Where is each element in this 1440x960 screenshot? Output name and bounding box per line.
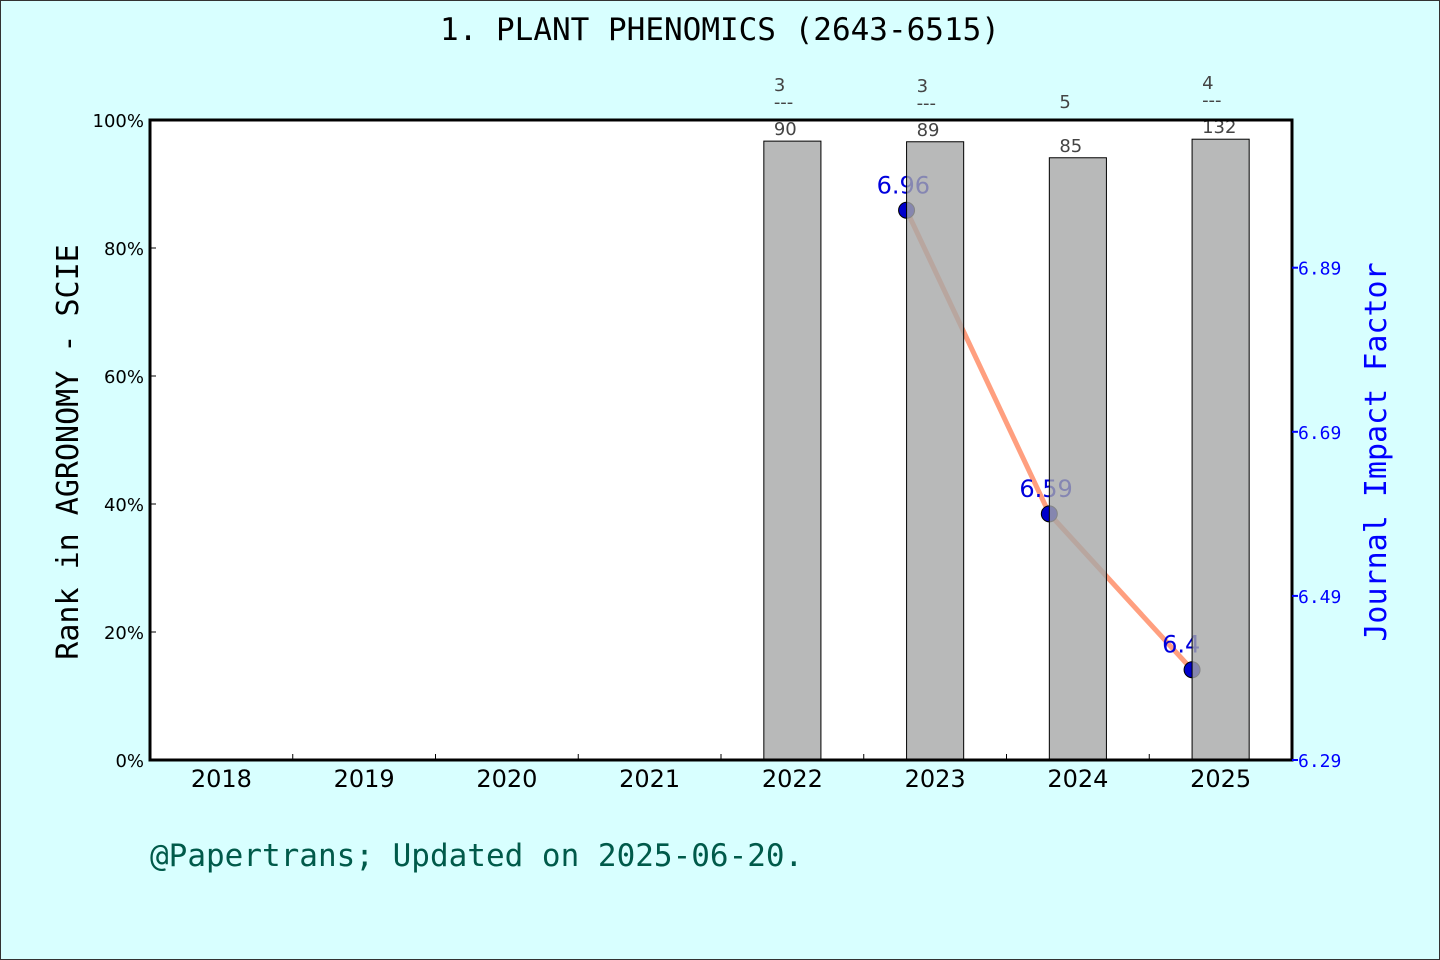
y-tick-label: 60%	[104, 367, 144, 388]
y2-tick-label: 6.29	[1298, 751, 1341, 772]
rank-bar	[1191, 138, 1250, 761]
bar-label-rank: 3	[774, 75, 785, 96]
x-tick-label: 2025	[1190, 765, 1251, 793]
bar-label-rank: 3	[917, 76, 928, 97]
chart-title: 1. PLANT PHENOMICS (2643-6515)	[440, 12, 1000, 48]
y2-tick-label: 6.69	[1298, 423, 1341, 444]
x-tick-label: 2019	[334, 765, 395, 793]
bar-label-total: 90	[774, 119, 797, 140]
bar-label-total: 89	[917, 120, 940, 141]
y-axis-label: Rank in AGRONOMY - SCIE	[51, 244, 86, 659]
y2-tick-label: 6.89	[1298, 259, 1341, 280]
bar-label-separator: ---	[917, 93, 937, 114]
rank-bar	[1048, 157, 1107, 761]
y2-tick-label: 6.49	[1298, 587, 1341, 608]
y-tick-label: 0%	[115, 751, 144, 772]
plot-area	[150, 120, 1292, 760]
rank-bar	[763, 140, 822, 761]
x-tick-label: 2024	[1047, 765, 1108, 793]
bar-label-rank: 4	[1202, 73, 1213, 94]
y-tick-label: 100%	[93, 111, 144, 132]
footer-credit: @Papertrans; Updated on 2025-06-20.	[150, 838, 803, 874]
x-tick-label: 2022	[762, 765, 823, 793]
bar-label-rank: 5	[1059, 92, 1070, 113]
y-tick-label: 80%	[104, 239, 144, 260]
bar-label-separator: ---	[1202, 90, 1222, 111]
rank-bar	[906, 141, 965, 761]
y-tick-label: 40%	[104, 495, 144, 516]
bar-label-total: 85	[1059, 136, 1082, 157]
bar-label-total: 132	[1202, 117, 1236, 138]
x-tick-label: 2021	[619, 765, 680, 793]
x-tick-label: 2020	[476, 765, 537, 793]
y2-axis-label: Journal Impact Factor	[1359, 262, 1394, 641]
bar-label-separator: ---	[774, 92, 794, 113]
y-tick-label: 20%	[104, 623, 144, 644]
x-tick-label: 2018	[191, 765, 252, 793]
x-tick-label: 2023	[905, 765, 966, 793]
